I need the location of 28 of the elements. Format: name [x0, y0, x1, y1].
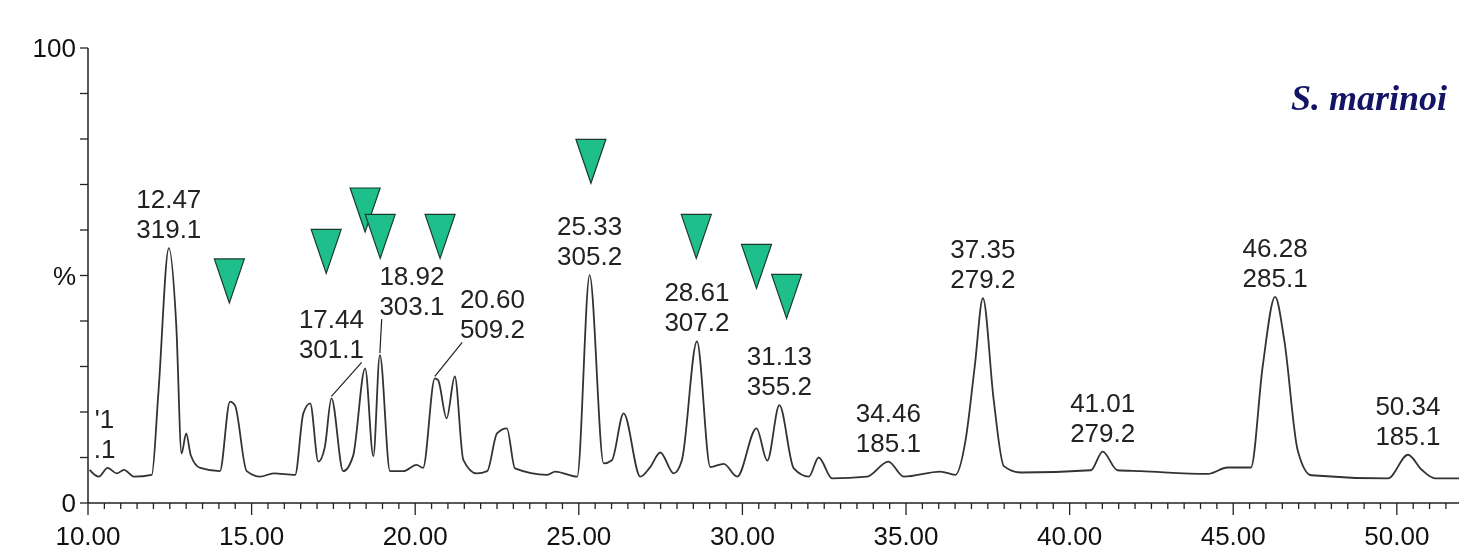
annotation: 50.34 185.1 — [1375, 390, 1441, 451]
annotation: 12.47 319.1 — [136, 184, 202, 245]
y-tick-label: 100 — [32, 33, 76, 63]
x-tick-label: 15.00 — [219, 521, 285, 551]
annotation: 46.28 285.1 — [1242, 232, 1308, 293]
annotation: 28.61 307.2 — [664, 277, 730, 338]
annotation: 41.01 279.2 — [1070, 387, 1136, 448]
annotation: 20.60 509.2 — [459, 284, 525, 345]
x-tick-label: 35.00 — [873, 521, 939, 551]
y-tick-label: 0 — [61, 488, 76, 518]
x-tick-label: 10.00 — [55, 521, 121, 551]
x-tick-label: 40.00 — [1037, 521, 1103, 551]
annotation: 37.35 279.2 — [950, 234, 1016, 295]
text: S. marinoi — [1290, 78, 1447, 118]
x-tick-label: 20.00 — [382, 521, 448, 551]
point — [770, 273, 803, 320]
y-tick-label: % — [52, 260, 76, 291]
annotation: 25.33 305.2 — [557, 211, 623, 272]
point — [740, 243, 773, 289]
x-tick-label: 30.00 — [709, 521, 775, 551]
annotation: 34.46 185.1 — [855, 397, 921, 458]
annotation: 18.92 303.1 — [379, 261, 445, 322]
annotation: 17.44 301.1 — [298, 304, 364, 365]
x-tick-label: 50.00 — [1364, 521, 1430, 551]
x-tick-label: 45.00 — [1200, 521, 1266, 551]
annotation: 31.13 355.2 — [746, 341, 812, 402]
annotation: '1 .1 — [93, 403, 116, 464]
x-tick-label: 25.00 — [546, 521, 612, 551]
